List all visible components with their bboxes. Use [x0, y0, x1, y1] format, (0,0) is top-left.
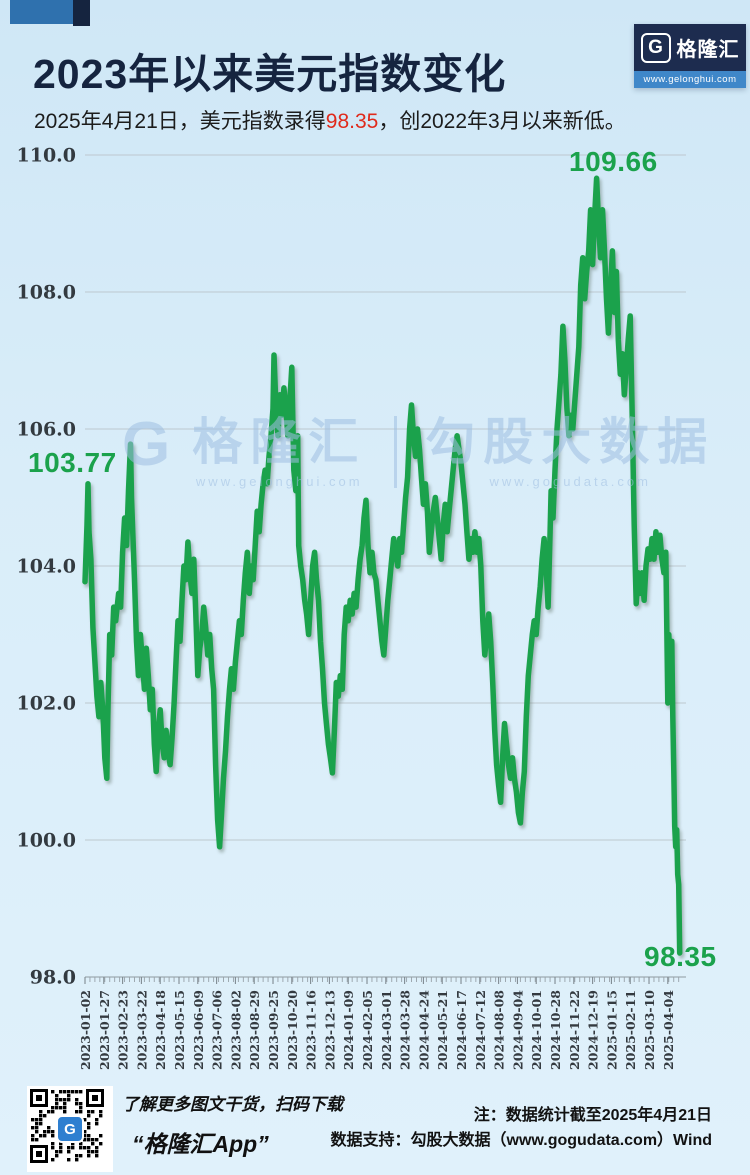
- subtitle: 2025年4月21日，美元指数录得98.35，创2022年3月以来新低。: [34, 105, 626, 135]
- svg-text:2025-04-04: 2025-04-04: [661, 990, 676, 1070]
- svg-text:2024-05-21: 2024-05-21: [435, 990, 450, 1070]
- decor-square-blue: [10, 0, 73, 24]
- end-value-label: 98.35: [644, 941, 717, 972]
- page-title: 2023年以来美元指数变化: [33, 51, 507, 97]
- svg-text:2025-02-11: 2025-02-11: [623, 990, 638, 1070]
- svg-text:2023-09-25: 2023-09-25: [266, 990, 281, 1070]
- decor-square-navy: [73, 0, 90, 26]
- svg-text:2023-08-02: 2023-08-02: [228, 990, 243, 1070]
- y-axis-labels: 110.0 108.0 106.0 104.0 102.0 100.0 98.0: [17, 145, 77, 989]
- svg-text:2024-06-17: 2024-06-17: [454, 990, 469, 1070]
- svg-text:98.0: 98.0: [30, 967, 76, 989]
- svg-text:2023-08-29: 2023-08-29: [247, 990, 262, 1070]
- gelonghui-logo: G 格隆汇 www.gelonghui.com: [634, 24, 746, 88]
- logo-name: 格隆汇: [676, 39, 740, 61]
- svg-text:2023-10-20: 2023-10-20: [285, 990, 300, 1070]
- svg-text:2024-01-09: 2024-01-09: [341, 990, 356, 1070]
- svg-text:2023-05-15: 2023-05-15: [172, 990, 187, 1070]
- svg-text:2025-01-15: 2025-01-15: [604, 990, 619, 1070]
- svg-text:102.0: 102.0: [17, 693, 77, 715]
- svg-text:2024-08-08: 2024-08-08: [492, 990, 507, 1070]
- svg-text:104.0: 104.0: [17, 556, 77, 578]
- svg-text:2024-10-28: 2024-10-28: [548, 990, 563, 1070]
- start-value-label: 103.77: [28, 447, 117, 478]
- note-line1: 注：数据统计截至2025年4月21日: [473, 1107, 712, 1124]
- dollar-index-series: [82, 175, 683, 956]
- svg-text:100.0: 100.0: [17, 830, 77, 852]
- gridlines: [85, 154, 686, 978]
- subtitle-prefix: 2025年4月21日，美元指数录得: [34, 110, 326, 133]
- qr-code: G: [27, 1086, 113, 1172]
- svg-text:2024-07-12: 2024-07-12: [473, 990, 488, 1070]
- svg-text:2023-01-02: 2023-01-02: [78, 990, 93, 1070]
- svg-text:2024-09-04: 2024-09-04: [510, 990, 525, 1070]
- qr-caption-line1: 了解更多图文干货，扫码下载: [122, 1095, 343, 1114]
- subtitle-highlight-value: 98.35: [325, 110, 379, 133]
- svg-text:2024-04-24: 2024-04-24: [416, 990, 431, 1070]
- qr-center-g-icon: G: [56, 1115, 84, 1143]
- data-note: 注：数据统计截至2025年4月21日 数据支持：勾股大数据（www.goguda…: [331, 1103, 712, 1153]
- x-axis-ticks: [84, 977, 680, 984]
- svg-text:2025-03-10: 2025-03-10: [642, 990, 657, 1070]
- svg-text:2023-03-22: 2023-03-22: [134, 990, 149, 1070]
- svg-text:2023-07-06: 2023-07-06: [210, 990, 225, 1070]
- svg-text:2023-01-27: 2023-01-27: [97, 990, 112, 1070]
- qr-caption-line2: “格隆汇App”: [132, 1131, 269, 1157]
- svg-text:2023-04-18: 2023-04-18: [153, 990, 168, 1070]
- svg-text:2023-11-16: 2023-11-16: [304, 990, 319, 1070]
- logo-url: www.gelonghui.com: [634, 71, 746, 88]
- svg-text:2024-03-01: 2024-03-01: [379, 990, 394, 1070]
- svg-text:2024-03-28: 2024-03-28: [398, 990, 413, 1070]
- svg-text:2023-02-23: 2023-02-23: [116, 990, 131, 1070]
- svg-text:2024-11-22: 2024-11-22: [567, 990, 582, 1070]
- svg-text:2023-12-13: 2023-12-13: [322, 990, 337, 1070]
- x-axis-labels: 2023-01-02 2023-01-27 2023-02-23 2023-03-22…: [78, 990, 676, 1070]
- note-line2: 数据支持：勾股大数据（www.gogudata.com）Wind: [330, 1132, 712, 1149]
- subtitle-suffix: ，创2022年3月以来新低。: [378, 110, 626, 133]
- svg-text:2024-12-19: 2024-12-19: [586, 990, 601, 1070]
- svg-text:2023-06-09: 2023-06-09: [191, 990, 206, 1070]
- svg-text:108.0: 108.0: [17, 282, 77, 304]
- svg-text:2024-02-05: 2024-02-05: [360, 990, 375, 1070]
- peak-value-label: 109.66: [569, 146, 658, 177]
- svg-text:2024-10-01: 2024-10-01: [529, 990, 544, 1070]
- gelonghui-g-icon: G: [640, 32, 671, 63]
- logo-top: G 格隆汇: [634, 24, 746, 71]
- qr-caption: 了解更多图文干货，扫码下载 “格隆汇App”: [122, 1090, 343, 1159]
- svg-text:110.0: 110.0: [17, 145, 77, 167]
- svg-text:106.0: 106.0: [17, 419, 77, 441]
